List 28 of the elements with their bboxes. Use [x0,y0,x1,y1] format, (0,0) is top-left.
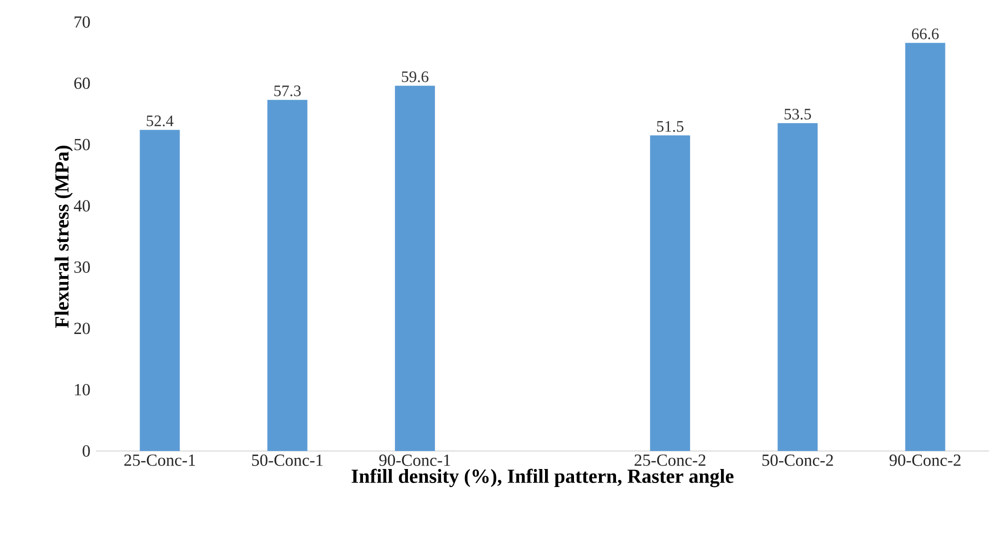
bar [778,123,818,451]
y-tick-label: 10 [75,384,90,396]
data-label: 51.5 [657,121,684,132]
y-tick-label: 20 [74,322,90,334]
x-tick-label: 50-Conc-2 [762,454,833,466]
y-tick-label: 50 [74,138,90,150]
x-tick-label: 90-Conc-1 [379,454,450,466]
y-tick-label: 70 [74,16,90,28]
bar [267,100,308,451]
data-label: 59.6 [402,71,428,82]
data-label: 52.4 [146,116,174,126]
x-tick-label: 25-Conc-1 [124,454,195,466]
x-tick-label: 25-Conc-2 [634,454,706,466]
bar [394,86,435,451]
data-label: 66.6 [912,28,939,40]
data-label: 53.5 [784,108,811,120]
y-tick-label: 0 [82,445,90,457]
bar [905,42,946,451]
x-tick-label: 90-Conc-2 [890,454,960,466]
x-tick-label: 50-Conc-1 [252,454,323,466]
data-label: 57.3 [274,86,301,96]
y-tick-label: 60 [74,78,90,89]
y-tick-label: 40 [74,200,90,212]
y-tick-label: 30 [74,261,90,273]
bar [140,130,180,451]
y-axis-title: Flexural stress (MPa) [54,146,73,328]
bar [650,135,690,451]
x-axis-title: Infill density (%), Infill pattern, Raster angle [352,468,734,488]
